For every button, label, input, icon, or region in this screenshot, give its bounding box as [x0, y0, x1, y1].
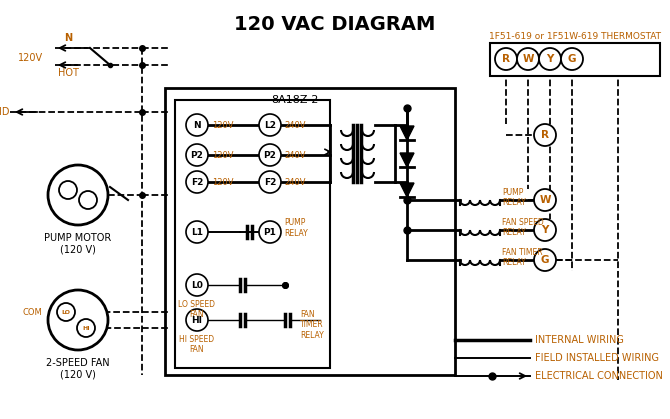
- Text: LO: LO: [62, 310, 70, 315]
- Text: 240V: 240V: [284, 121, 306, 129]
- Text: P2: P2: [263, 150, 277, 160]
- Circle shape: [186, 114, 208, 136]
- Text: 1F51-619 or 1F51W-619 THERMOSTAT: 1F51-619 or 1F51W-619 THERMOSTAT: [489, 32, 661, 41]
- Text: F2: F2: [264, 178, 276, 186]
- Text: 240V: 240V: [284, 150, 306, 160]
- Text: INTERNAL WIRING: INTERNAL WIRING: [535, 335, 624, 345]
- Text: COM: COM: [22, 308, 42, 316]
- Text: 120V: 120V: [212, 150, 234, 160]
- Text: W: W: [539, 195, 551, 205]
- Text: LO SPEED
FAN: LO SPEED FAN: [178, 300, 216, 319]
- Circle shape: [186, 171, 208, 193]
- Bar: [175, 100, 330, 368]
- Polygon shape: [400, 126, 414, 140]
- Text: P2: P2: [190, 150, 204, 160]
- Text: G: G: [567, 54, 576, 64]
- Text: ELECTRICAL CONNECTION: ELECTRICAL CONNECTION: [535, 371, 663, 381]
- Circle shape: [59, 181, 77, 199]
- Text: GND: GND: [0, 107, 10, 117]
- Text: FAN TIMER
RELAY: FAN TIMER RELAY: [502, 248, 543, 267]
- Circle shape: [186, 221, 208, 243]
- Circle shape: [517, 48, 539, 70]
- Circle shape: [534, 249, 556, 271]
- Text: G: G: [541, 255, 549, 265]
- Circle shape: [48, 165, 108, 225]
- Text: 120V: 120V: [212, 121, 234, 129]
- Text: L2: L2: [264, 121, 276, 129]
- Circle shape: [57, 303, 75, 321]
- Text: F2: F2: [191, 178, 203, 186]
- Text: FIELD INSTALLED WIRING: FIELD INSTALLED WIRING: [535, 353, 659, 363]
- Bar: [490, 43, 660, 76]
- Text: PUMP MOTOR
(120 V): PUMP MOTOR (120 V): [44, 233, 112, 255]
- Text: W: W: [522, 54, 534, 64]
- Circle shape: [79, 191, 97, 209]
- Circle shape: [259, 171, 281, 193]
- Text: R: R: [502, 54, 510, 64]
- Circle shape: [539, 48, 561, 70]
- Text: R: R: [541, 130, 549, 140]
- Text: N: N: [193, 121, 201, 129]
- Polygon shape: [400, 153, 414, 167]
- Text: L1: L1: [191, 228, 203, 236]
- Text: HOT: HOT: [58, 68, 78, 78]
- Circle shape: [534, 189, 556, 211]
- Circle shape: [259, 114, 281, 136]
- Text: HI SPEED
FAN: HI SPEED FAN: [180, 335, 214, 354]
- Text: N: N: [64, 33, 72, 43]
- Circle shape: [186, 309, 208, 331]
- Text: 8A18Z-2: 8A18Z-2: [271, 95, 319, 105]
- Text: HI: HI: [82, 326, 90, 331]
- Text: PUMP
RELAY: PUMP RELAY: [284, 218, 308, 238]
- Circle shape: [534, 219, 556, 241]
- Text: HI: HI: [192, 316, 202, 324]
- Text: FAN
TIMER
RELAY: FAN TIMER RELAY: [300, 310, 324, 340]
- Circle shape: [561, 48, 583, 70]
- Circle shape: [259, 144, 281, 166]
- Text: Y: Y: [546, 54, 553, 64]
- Text: FAN SPEED
RELAY: FAN SPEED RELAY: [502, 218, 544, 238]
- Text: L0: L0: [191, 280, 203, 290]
- Text: 240V: 240V: [284, 178, 306, 186]
- Circle shape: [259, 221, 281, 243]
- Circle shape: [495, 48, 517, 70]
- Text: Y: Y: [541, 225, 549, 235]
- Circle shape: [186, 274, 208, 296]
- Circle shape: [77, 319, 95, 337]
- Circle shape: [48, 290, 108, 350]
- Text: PUMP
RELAY: PUMP RELAY: [502, 188, 526, 207]
- Text: 120V: 120V: [212, 178, 234, 186]
- Bar: [165, 88, 455, 375]
- Text: 120V: 120V: [18, 53, 43, 63]
- Text: 2-SPEED FAN
(120 V): 2-SPEED FAN (120 V): [46, 358, 110, 380]
- Circle shape: [534, 124, 556, 146]
- Circle shape: [186, 144, 208, 166]
- Polygon shape: [400, 183, 414, 197]
- Text: P1: P1: [263, 228, 277, 236]
- Text: 120 VAC DIAGRAM: 120 VAC DIAGRAM: [234, 15, 436, 34]
